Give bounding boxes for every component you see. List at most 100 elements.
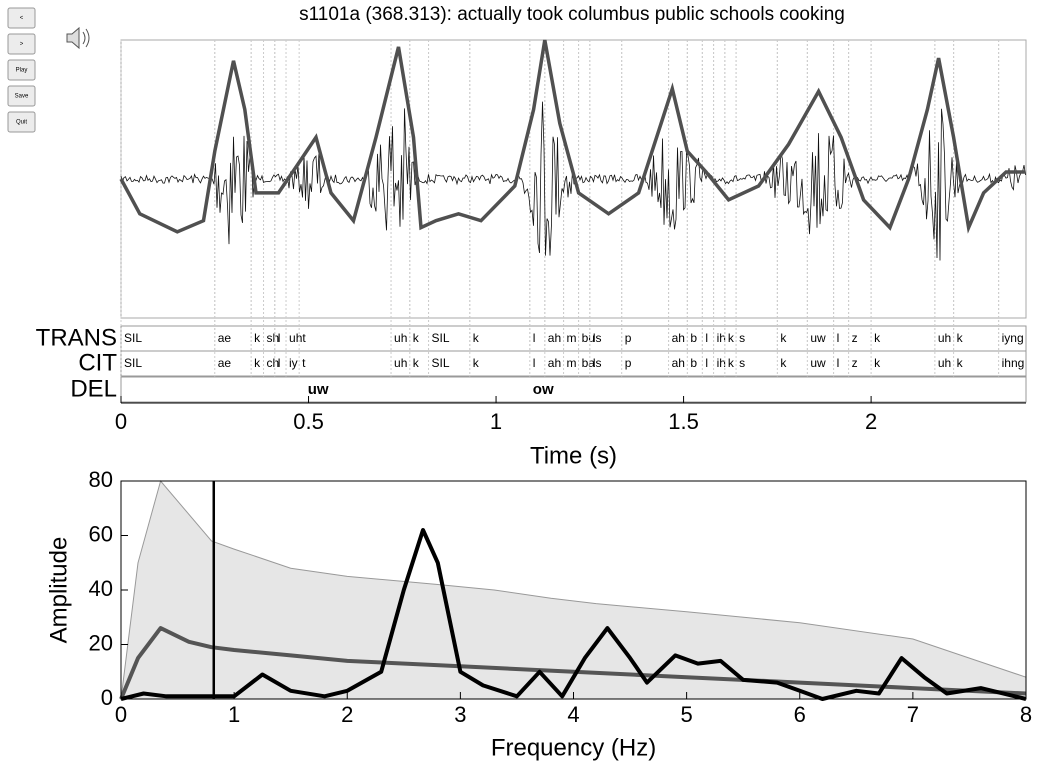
button[interactable]: Quit xyxy=(7,111,36,133)
tier-token: l xyxy=(837,331,840,345)
y-tick-label: 60 xyxy=(89,521,113,546)
x-tick-label: 1.5 xyxy=(668,409,699,434)
tier-token: t xyxy=(302,356,306,370)
x-tick-label: 5 xyxy=(681,702,693,727)
button-label[interactable]: Save xyxy=(15,94,29,100)
button[interactable]: < xyxy=(7,7,36,29)
tier-token: k xyxy=(254,356,261,370)
tier-token: b xyxy=(690,356,697,370)
tier-token: k xyxy=(874,356,881,370)
button-label[interactable]: > xyxy=(20,42,24,48)
tier-row xyxy=(120,376,1027,403)
x-tick-label: 1 xyxy=(490,409,502,434)
tier-token: l xyxy=(278,331,281,345)
button-label[interactable]: < xyxy=(20,16,24,22)
button-face xyxy=(7,7,36,29)
tier-token: l xyxy=(533,356,536,370)
tier-token: k xyxy=(413,356,420,370)
tier-token: ch xyxy=(267,356,280,370)
tier-token: ah xyxy=(672,331,685,345)
tier-token: uh xyxy=(394,356,407,370)
tier-token: k xyxy=(874,331,881,345)
tier-token: SIL xyxy=(124,356,142,370)
button[interactable]: > xyxy=(7,33,36,55)
button[interactable]: Save xyxy=(7,85,36,107)
envelope-line xyxy=(119,39,1025,234)
y-tick-label: 20 xyxy=(89,630,113,655)
tier-token: ls xyxy=(593,331,602,345)
tier-token: s xyxy=(739,356,745,370)
tier-token: k xyxy=(780,356,787,370)
tier-token: m xyxy=(567,331,577,345)
tier-token: ba xyxy=(582,356,596,370)
x-axis-label: Time (s) xyxy=(530,442,617,469)
tier-token: p xyxy=(625,331,632,345)
button-face xyxy=(7,111,36,133)
x-tick-label: 4 xyxy=(567,702,579,727)
window-title: s1101a (368.313): actually took columbus… xyxy=(299,4,845,25)
tier-token: l xyxy=(278,356,281,370)
tier-token: k xyxy=(473,356,480,370)
button-label[interactable]: Quit xyxy=(16,120,27,126)
y-tick-label: 0 xyxy=(101,685,113,710)
tier-label: DEL xyxy=(70,375,117,402)
tier-token: SIL xyxy=(432,356,450,370)
x-tick-label: 8 xyxy=(1020,702,1032,727)
x-tick-label: 6 xyxy=(794,702,806,727)
tier-token: ae xyxy=(218,356,232,370)
tier-token: k xyxy=(957,356,964,370)
tier-token: z xyxy=(852,356,858,370)
tier-token: b xyxy=(690,331,697,345)
tier-token: z xyxy=(852,331,858,345)
tier-token: ah xyxy=(548,356,561,370)
tier-token: k xyxy=(473,331,480,345)
tier-row xyxy=(120,325,1027,352)
tier-token: k xyxy=(413,331,420,345)
y-axis-label: Amplitude xyxy=(45,537,72,644)
x-tick-label: 3 xyxy=(454,702,466,727)
tier-token: sh xyxy=(267,331,280,345)
tier-token: k xyxy=(728,331,735,345)
tier-token: uh xyxy=(938,331,951,345)
tier-token: uw xyxy=(810,356,826,370)
y-tick-label: 40 xyxy=(89,576,113,601)
tier-token: ah xyxy=(548,331,561,345)
button-face xyxy=(7,33,36,55)
tier-token: k xyxy=(254,331,261,345)
tier-token: bu xyxy=(582,331,595,345)
tier-token: k xyxy=(780,331,787,345)
area-fill xyxy=(120,479,1027,700)
tier-token: ah xyxy=(672,356,685,370)
spectrum-line xyxy=(119,626,1027,700)
tier-token: ih xyxy=(717,331,726,345)
speaker-icon xyxy=(66,26,90,50)
tier-label: CIT xyxy=(78,349,117,376)
x-tick-label: 0 xyxy=(115,409,127,434)
tier-label: TRANS xyxy=(36,324,117,351)
x-axis-label: Frequency (Hz) xyxy=(491,734,656,761)
tier-token: p xyxy=(625,356,632,370)
tier-token: uh xyxy=(938,356,951,370)
tier-token: s xyxy=(739,331,745,345)
button-face xyxy=(7,59,36,81)
tier-token: ihng xyxy=(1002,356,1025,370)
tier-row xyxy=(120,350,1027,377)
tier-token: k xyxy=(728,356,735,370)
x-tick-label: 1 xyxy=(228,702,240,727)
spectrum-line xyxy=(120,528,1027,701)
button[interactable]: Play xyxy=(7,59,36,81)
tier-token: l xyxy=(533,331,536,345)
button-face xyxy=(7,85,36,107)
tier-token: ih xyxy=(717,356,726,370)
tier-token: ae xyxy=(218,331,232,345)
button-label[interactable]: Play xyxy=(16,68,28,74)
tier-token: uh xyxy=(394,331,407,345)
tier-token: SIL xyxy=(432,331,450,345)
tier-token: l xyxy=(705,356,708,370)
tier-token: l xyxy=(705,331,708,345)
x-tick-label: 2 xyxy=(865,409,877,434)
tier-token: ow xyxy=(533,381,554,398)
tier-token: iy xyxy=(289,356,298,370)
tier-token: m xyxy=(567,356,577,370)
